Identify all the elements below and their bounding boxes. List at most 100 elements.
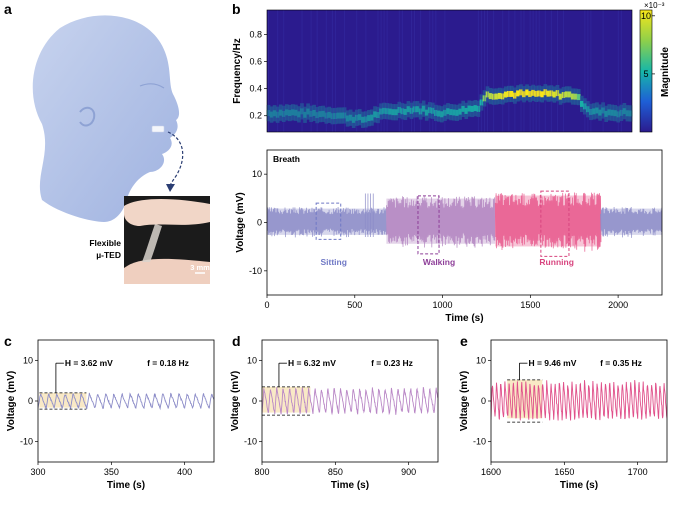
- zoom-xtick-label: 300: [30, 467, 45, 477]
- breath-envelope-walking: [386, 198, 496, 244]
- panel-letter-a: a: [4, 1, 12, 17]
- spectrogram-ridge-cell: [291, 109, 295, 116]
- spectrogram-ridge-cell: [598, 109, 602, 116]
- spectrogram-ridge-cell: [388, 108, 393, 115]
- zoom-annot-height: H = 3.62 mV: [65, 358, 113, 368]
- spectrogram-ridge-cell: [339, 112, 344, 119]
- spectrogram-ridge-cell: [376, 112, 380, 118]
- spectrogram-ridge-cell: [400, 108, 405, 115]
- spectrogram-texture: [365, 10, 367, 132]
- spectrogram-texture: [502, 10, 504, 132]
- spectrogram-ylabel: Frequency/Hz: [232, 38, 243, 104]
- spectrogram-ridge-cell: [479, 99, 484, 106]
- spectrogram-ridge-cell: [604, 110, 608, 117]
- spectrogram-ridge-cell: [424, 109, 429, 116]
- spectrogram-ridge-cell: [473, 105, 478, 112]
- spectrogram-texture: [483, 10, 485, 132]
- breath-xlabel: Time (s): [445, 313, 483, 324]
- panel-letter-c: c: [4, 333, 12, 349]
- zoom-chart-e: H = 9.46 mV f = 0.35 Hz 1600 1650 1700 -10 0 10…: [459, 339, 668, 491]
- spectrogram-ridge-cell: [327, 111, 332, 118]
- spectrogram-ridge-cell: [412, 106, 417, 113]
- spectrogram-texture: [380, 10, 382, 132]
- zoom-chart-d: H = 6.32 mV f = 0.23 Hz 800 850 900 -10 0 10 Tim…: [230, 339, 439, 491]
- spectrogram-texture: [584, 10, 586, 132]
- breath-xtick-label: 500: [347, 300, 362, 310]
- spectrogram-texture: [602, 10, 604, 132]
- spectrogram-axes: 0.2 0.4 0.6 0.8: [249, 29, 267, 121]
- spectrogram-ridge-cell: [443, 109, 447, 116]
- spectrogram-texture: [316, 10, 318, 132]
- spectrogram-ridge-cell: [382, 107, 386, 114]
- spectrogram-ridge-cell: [519, 89, 523, 96]
- device-photo: [124, 196, 210, 284]
- spectrogram-ridge-cell: [315, 112, 320, 119]
- spectrogram-ridge-cell: [564, 91, 569, 98]
- spectrogram-ridge-cell: [458, 108, 462, 115]
- spectrogram-ridge-cell: [494, 93, 499, 100]
- spectrogram-ridge-cell: [379, 108, 383, 115]
- zoom-chart-c: H = 3.62 mV f = 0.18 Hz 300 350 400 -10 0 10 Tim…: [6, 339, 215, 491]
- spectrogram-ridge-cell: [370, 114, 374, 121]
- spectrogram-ridge-cell: [342, 112, 347, 119]
- breath-xtick-label: 1000: [433, 300, 453, 310]
- breath-ylabel: Voltage (mV): [235, 192, 246, 252]
- breath-title: Breath: [273, 154, 300, 164]
- spectrogram-ridge-cell: [418, 108, 423, 115]
- spectrogram-texture: [590, 10, 592, 132]
- spectrogram-ridge-cell: [570, 93, 575, 100]
- spectrogram-texture: [432, 10, 434, 132]
- spectrogram-ytick-label: 0.6: [249, 57, 262, 67]
- spectrogram-ridge-cell: [558, 93, 563, 100]
- zoom-annot-frequency: f = 0.35 Hz: [600, 358, 642, 368]
- nose-sensor: [151, 125, 165, 133]
- spectrogram-ridge-cell: [583, 103, 587, 110]
- spectrogram-texture: [310, 10, 312, 132]
- zoom-plot-d: [262, 362, 438, 416]
- spectrogram: [266, 9, 633, 133]
- spectrogram-texture: [556, 10, 558, 132]
- spectrogram-ridge-cell: [278, 109, 283, 116]
- spectrogram-texture: [386, 10, 388, 132]
- breath-ytick-label: 0: [257, 218, 262, 228]
- zoom-xtick-label: 1600: [481, 467, 501, 477]
- spectrogram-ridge-cell: [303, 111, 307, 118]
- spectrogram-ridge-cell: [449, 109, 453, 116]
- zoom-xtick-label: 850: [328, 467, 343, 477]
- spectrogram-texture: [493, 10, 495, 132]
- spectrogram-ridge-cell: [601, 107, 605, 114]
- spectrogram-ridge-cell: [628, 110, 633, 117]
- spectrogram-ridge-cell: [333, 113, 338, 120]
- scale-bar-label: 3 mm: [190, 263, 210, 272]
- zoom-xlabel-e: Time (s): [560, 480, 598, 491]
- spectrogram-texture: [334, 10, 336, 132]
- spectrogram-ridge-cell: [394, 109, 399, 116]
- colorbar-exponent: ×10⁻³: [644, 1, 665, 10]
- zoom-xtick-label: 900: [401, 467, 416, 477]
- spectrogram-ridge-cell: [482, 95, 487, 102]
- zoom-signal-c: [38, 392, 214, 411]
- spectrogram-ridge-cell: [513, 92, 517, 99]
- spectrogram-texture: [520, 10, 522, 132]
- spectrogram-texture: [523, 10, 525, 132]
- spectrogram-ridge-cell: [272, 110, 277, 117]
- spectrogram-texture: [401, 10, 403, 132]
- spectrogram-texture: [587, 10, 589, 132]
- colorbar: [639, 9, 653, 133]
- spectrogram-ridge-cell: [592, 108, 596, 115]
- spectrogram-ridge-cell: [427, 107, 432, 114]
- spectrogram-ridge-cell: [294, 109, 298, 116]
- spectrogram-ridge-cell: [613, 110, 618, 117]
- zoom-xtick-label: 1700: [628, 467, 648, 477]
- spectrogram-ridge-cell: [579, 100, 584, 107]
- spectrogram-texture: [331, 10, 333, 132]
- spectrogram-ridge-cell: [561, 92, 566, 99]
- spectrogram-ridge-cell: [595, 107, 599, 114]
- spectrogram-ridge-cell: [287, 110, 292, 117]
- panel-letter-d: d: [232, 333, 241, 349]
- breath-region-label: Sitting: [320, 257, 346, 267]
- spectrogram-ytick-label: 0.4: [249, 84, 262, 94]
- spectrogram-ridge-cell: [464, 107, 469, 114]
- zoom-annot-frequency: f = 0.18 Hz: [147, 358, 189, 368]
- spectrogram-ridge-cell: [300, 108, 304, 115]
